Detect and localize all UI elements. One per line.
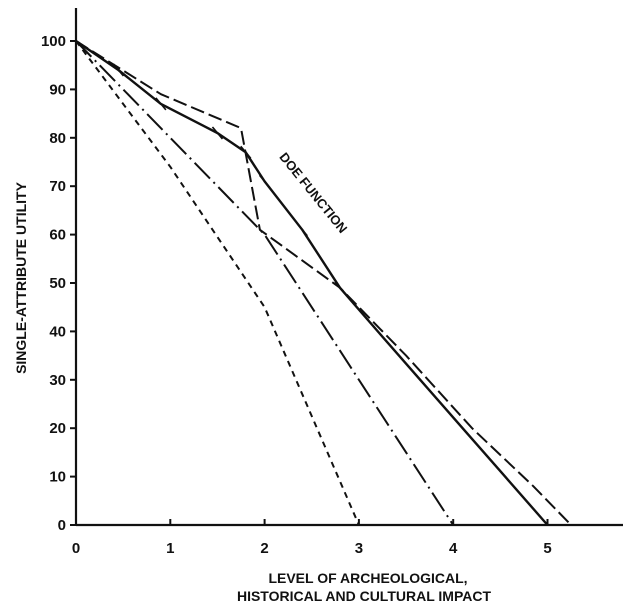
- doe-function-annotation: DOE FUNCTION: [276, 150, 350, 236]
- series-point-marker: [414, 373, 426, 387]
- series-point-marker: [499, 470, 511, 484]
- series-layer: [75, 40, 572, 526]
- series-point-marker: [372, 324, 384, 338]
- series-line-short-dash: [75, 40, 360, 526]
- series-line-dash-dot: [75, 40, 455, 526]
- series-point-marker: [258, 174, 271, 188]
- y-tick-label: 80: [49, 130, 66, 147]
- series-line-long-dash: [75, 40, 572, 526]
- y-tick-label: 0: [58, 517, 66, 534]
- series-point-marker: [457, 421, 469, 435]
- x-tick-label: 3: [355, 540, 363, 557]
- x-axis-title-line2: HISTORICAL AND CULTURAL IMPACT: [237, 588, 492, 604]
- x-axis-title-line1: LEVEL OF ARCHEOLOGICAL,: [268, 570, 467, 586]
- y-tick-label: 20: [49, 420, 66, 437]
- y-axis-title: SINGLE-ATTRIBUTE UTILITY: [13, 181, 29, 373]
- y-tick-label: 90: [49, 81, 66, 98]
- x-tick-label: 5: [543, 540, 551, 557]
- x-tick-label: 1: [166, 540, 174, 557]
- series-point-marker: [296, 223, 308, 237]
- y-tick-label: 100: [41, 33, 66, 50]
- x-tick-label: 4: [449, 540, 458, 557]
- series-point-marker: [211, 126, 224, 140]
- x-tick-label: 2: [260, 540, 268, 557]
- y-tick-label: 40: [49, 323, 66, 340]
- y-tick-label: 50: [49, 275, 66, 292]
- axes: [70, 8, 623, 527]
- tick-labels: 0 10 20 30 40 50 60 70 80 90 100 0 1 2 3 4 5: [41, 33, 552, 557]
- series-point-marker: [155, 97, 167, 111]
- y-tick-label: 10: [49, 469, 66, 486]
- y-tick-label: 30: [49, 372, 66, 389]
- series-line-solid-crossed: [75, 40, 549, 526]
- y-tick-label: 70: [49, 178, 66, 195]
- y-tick-label: 60: [49, 227, 66, 244]
- x-tick-label: 0: [72, 540, 80, 557]
